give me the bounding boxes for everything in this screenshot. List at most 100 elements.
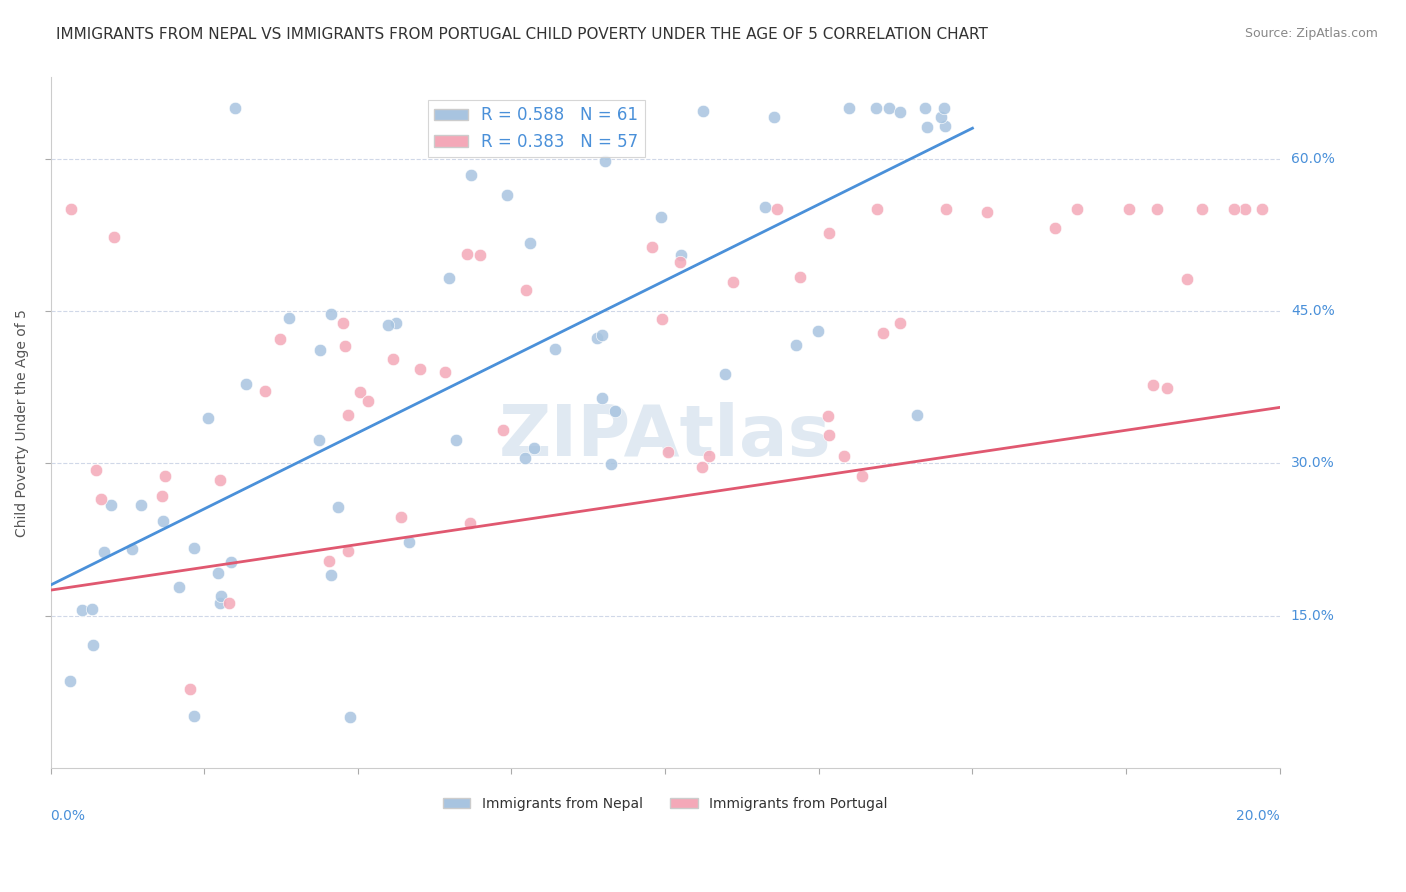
Point [1118,202,1140,217]
Point [82,601,104,615]
Point [235,377,257,392]
Point [976,205,998,219]
Legend: Immigrants from Nepal, Immigrants from Portugal: Immigrants from Nepal, Immigrants from P… [437,791,893,816]
Point [356,394,378,409]
Point [671,248,693,262]
Point [100,498,122,512]
Point [90,492,112,507]
Point [58,673,80,688]
Point [456,247,478,261]
Point [491,423,513,437]
Point [603,403,626,417]
Point [219,555,242,569]
Point [59,202,82,217]
Point [754,200,776,214]
Point [889,316,911,330]
Point [468,248,491,262]
Point [318,554,340,568]
Point [1175,272,1198,286]
Point [872,326,894,341]
Point [763,110,786,124]
Point [382,351,405,366]
Point [70,603,93,617]
Point [1191,202,1213,217]
Point [82,638,104,652]
Point [179,681,201,696]
Point [591,327,613,342]
Point [218,596,240,610]
Point [934,119,956,133]
Point [153,469,176,483]
Point [207,566,229,580]
Text: Source: ZipAtlas.com: Source: ZipAtlas.com [1244,27,1378,40]
Point [152,515,174,529]
Point [129,498,152,512]
Text: 0.0%: 0.0% [51,809,86,823]
Point [349,384,371,399]
Point [209,589,232,603]
Point [832,449,855,463]
Point [1251,202,1274,217]
Point [641,240,664,254]
Point [818,427,841,442]
Point [337,543,360,558]
Point [333,338,356,352]
Point [336,408,359,422]
Text: 30.0%: 30.0% [1291,456,1334,470]
Point [183,541,205,556]
Point [515,283,537,297]
Point [385,316,408,330]
Point [877,101,900,115]
Point [398,534,420,549]
Point [332,316,354,330]
Point [496,187,519,202]
Point [326,500,349,514]
Point [690,460,713,475]
Point [650,211,672,225]
Point [697,449,720,463]
Y-axis label: Child Poverty Under the Age of 5: Child Poverty Under the Age of 5 [15,309,30,537]
Point [714,368,737,382]
Point [319,307,342,321]
Point [889,105,911,120]
Point [1142,378,1164,392]
Point [446,433,468,447]
Point [692,104,714,119]
Point [458,516,481,530]
Point [208,596,231,610]
Point [253,384,276,398]
Point [1043,220,1066,235]
Point [669,255,692,269]
Text: IMMIGRANTS FROM NEPAL VS IMMIGRANTS FROM PORTUGAL CHILD POVERTY UNDER THE AGE OF: IMMIGRANTS FROM NEPAL VS IMMIGRANTS FROM… [56,27,988,42]
Text: 15.0%: 15.0% [1291,608,1334,623]
Point [1234,202,1257,217]
Point [523,441,546,455]
Point [339,710,361,724]
Point [766,202,789,217]
Point [409,362,432,376]
Point [1066,202,1088,217]
Point [197,411,219,425]
Point [437,271,460,285]
Point [789,270,811,285]
Point [121,542,143,557]
Point [905,408,928,422]
Point [1156,381,1178,395]
Point [208,473,231,487]
Point [167,580,190,594]
Point [935,202,957,217]
Point [785,338,807,352]
Point [915,120,938,134]
Point [593,154,616,169]
Point [269,332,291,346]
Text: 60.0%: 60.0% [1291,152,1334,166]
Point [543,342,565,356]
Point [1146,202,1168,217]
Point [460,168,482,182]
Point [591,392,613,406]
Point [309,343,332,357]
Point [513,450,536,465]
Point [519,235,541,250]
Point [224,101,246,115]
Point [585,331,607,345]
